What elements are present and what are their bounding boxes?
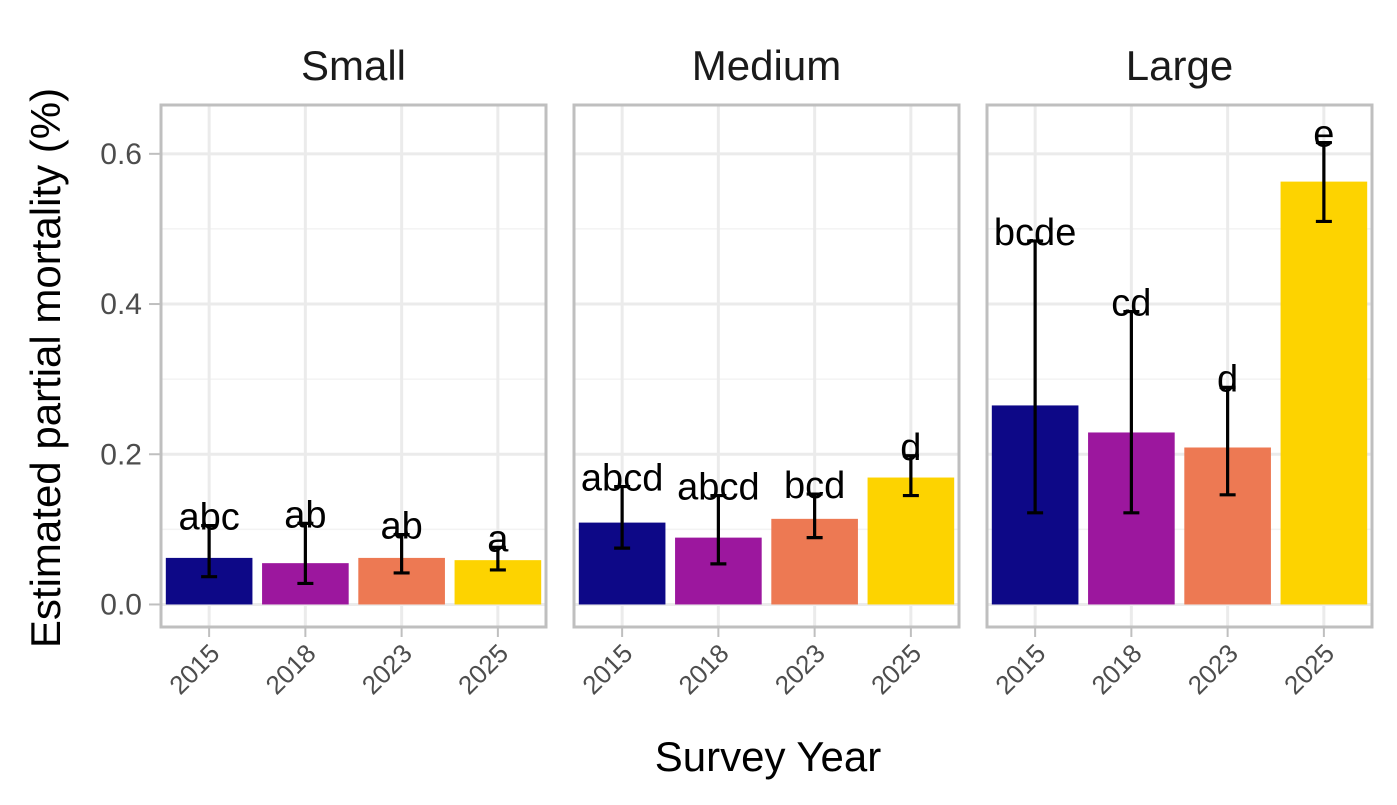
x-tick-label: 2015 [989, 638, 1051, 700]
panel-title: Large [1126, 42, 1233, 89]
x-tick-label: 2025 [452, 638, 514, 700]
significance-letter: cd [1111, 283, 1151, 325]
x-tick-label: 2023 [356, 638, 418, 700]
significance-letter: d [1217, 358, 1238, 400]
x-tick-label: 2015 [576, 638, 638, 700]
significance-letter: d [900, 427, 921, 469]
significance-letter: ab [380, 506, 422, 548]
error-bar [710, 493, 727, 566]
bar-2025 [867, 477, 955, 605]
x-tick-label: 2025 [865, 638, 927, 700]
bar-2025 [1280, 181, 1368, 605]
significance-letter: bcde [994, 212, 1076, 254]
panel-border [159, 103, 548, 629]
x-tick-label: 2015 [163, 638, 225, 700]
x-tick-label: 2018 [260, 638, 322, 700]
significance-letter: bcd [784, 465, 845, 507]
y-tick-label: 0.2 [100, 438, 142, 471]
error-bar [201, 524, 218, 579]
error-bar [1315, 140, 1332, 224]
panels-group: 0.0 0.2 0.4 0.6 Small abc ab ab a 2015 2018 2023 202… [100, 42, 1374, 700]
significance-letter: abcd [581, 458, 663, 500]
y-tick-label: 0.4 [100, 288, 142, 321]
error-bar [1027, 239, 1044, 515]
x-tick-label: 2023 [769, 638, 831, 700]
panel-title: Small [301, 42, 406, 89]
panel-title: Medium [692, 42, 841, 89]
y-tick-label: 0.0 [100, 588, 142, 621]
x-tick-label: 2023 [1182, 638, 1244, 700]
error-bar [1123, 309, 1140, 515]
significance-letter: abc [178, 497, 239, 539]
significance-letter: abcd [677, 467, 759, 509]
significance-letter: ab [284, 494, 326, 536]
error-bar [1219, 385, 1236, 497]
significance-letter: e [1313, 114, 1334, 156]
x-tick-label: 2018 [1086, 638, 1148, 700]
significance-letter: a [487, 518, 509, 560]
error-bar [489, 545, 506, 572]
panel-small: Small abc ab ab a 2015 2018 2023 2025 [159, 42, 548, 700]
error-bar [902, 454, 919, 498]
error-bar [393, 533, 410, 575]
error-bar [297, 521, 314, 586]
x-tick-label: 2025 [1278, 638, 1340, 700]
y-tick-label: 0.6 [100, 138, 142, 171]
panel-border [985, 103, 1374, 629]
error-bar [614, 484, 631, 550]
error-bar [806, 492, 823, 540]
x-axis-title: Survey Year [655, 733, 882, 780]
panel-border [572, 103, 961, 629]
x-tick-label: 2018 [673, 638, 735, 700]
y-axis-title: Estimated partial mortality (%) [22, 88, 69, 648]
